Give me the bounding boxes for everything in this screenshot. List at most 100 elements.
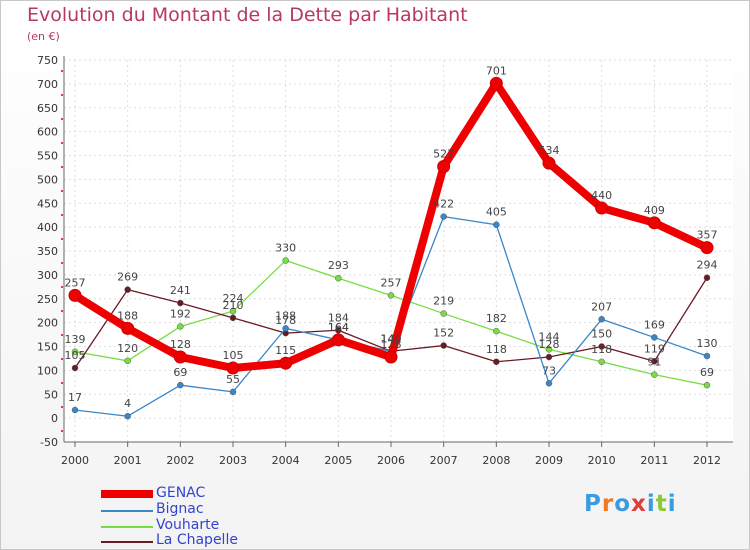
data-point-la-chapelle (124, 286, 131, 293)
y-tick-label: 0 (51, 412, 58, 425)
data-point-vouharte (598, 358, 605, 366)
logo-letter: r (601, 491, 615, 517)
data-point-la-chapelle (598, 343, 605, 350)
axis-edge-mark (61, 70, 63, 72)
data-label-la-chapelle: 150 (591, 328, 612, 341)
legend-swatch-la-chapelle (101, 541, 153, 543)
data-point-genac (331, 333, 345, 347)
data-label-vouharte: 91 (647, 356, 661, 369)
x-tick-label: 2005 (324, 454, 352, 467)
data-label-genac: 409 (644, 204, 665, 217)
y-tick-label: 350 (37, 245, 58, 258)
data-label-vouharte: 192 (170, 307, 191, 320)
data-point-genac (595, 201, 609, 215)
logo-letter: x (631, 491, 647, 517)
data-point-vouharte (440, 310, 447, 317)
data-label-bignac: 4 (124, 397, 131, 410)
data-point-bignac (229, 388, 237, 396)
axis-edge-mark (61, 286, 63, 288)
chart-subtitle: (en €) (27, 30, 60, 43)
data-label-bignac: 69 (173, 366, 187, 379)
data-label-bignac: 164 (328, 321, 349, 334)
data-point-vouharte (651, 371, 658, 378)
data-label-genac: 701 (486, 64, 507, 77)
axis-edge-mark (61, 262, 63, 264)
data-label-vouharte: 144 (539, 330, 560, 343)
data-point-genac (226, 361, 240, 375)
y-tick-label: 600 (37, 126, 58, 139)
data-point-genac (173, 350, 187, 364)
data-point-vouharte (387, 292, 395, 299)
data-point-genac (489, 76, 503, 90)
data-label-genac: 105 (223, 349, 244, 362)
axis-edge-mark (61, 430, 63, 432)
data-label-vouharte: 330 (275, 242, 296, 255)
data-point-vouharte (177, 323, 184, 330)
data-label-la-chapelle: 184 (328, 311, 349, 324)
y-tick-label: 550 (37, 150, 58, 163)
x-tick-label: 2004 (272, 454, 300, 467)
data-point-bignac (124, 412, 131, 420)
y-tick-label: 700 (37, 78, 58, 91)
axis-edge-mark (61, 310, 63, 312)
y-tick-label: 150 (37, 341, 58, 354)
logo-letter: t (655, 491, 668, 517)
data-label-genac: 128 (381, 338, 402, 351)
y-tick-label: 200 (37, 317, 58, 330)
axis-edge-mark (61, 118, 63, 120)
data-point-genac (121, 321, 135, 335)
data-label-genac: 164 (328, 321, 349, 334)
data-label-la-chapelle: 294 (697, 259, 718, 272)
data-label-genac: 527 (433, 147, 454, 160)
y-tick-label: 750 (37, 54, 58, 67)
data-point-bignac (282, 325, 289, 332)
x-tick-label: 2010 (588, 454, 616, 467)
data-label-la-chapelle: 140 (381, 332, 402, 345)
data-label-vouharte: 219 (433, 295, 454, 308)
data-point-genac (384, 350, 398, 364)
proxiti-logo: Proxiti (584, 491, 677, 517)
axis-edge-mark (61, 382, 63, 384)
data-label-la-chapelle: 118 (486, 343, 507, 356)
axis-edge-mark (61, 358, 63, 360)
legend-swatch-genac (101, 490, 153, 498)
data-label-genac: 115 (275, 344, 296, 357)
x-tick-label: 2008 (482, 454, 510, 467)
data-point-genac (437, 159, 451, 173)
data-label-la-chapelle: 210 (223, 299, 244, 312)
data-point-la-chapelle (440, 342, 447, 349)
data-label-genac: 534 (539, 144, 560, 157)
data-point-la-chapelle (229, 314, 237, 322)
y-tick-label: 100 (37, 364, 58, 377)
data-label-genac: 188 (117, 309, 138, 322)
data-label-vouharte: 139 (65, 333, 86, 346)
data-label-la-chapelle: 269 (117, 271, 138, 284)
axis-edge-mark (61, 214, 63, 216)
x-tick-label: 2003 (219, 454, 247, 467)
data-label-genac: 257 (65, 276, 86, 289)
data-point-la-chapelle (493, 358, 500, 366)
logo-letter: P (584, 491, 602, 517)
y-tick-label: 650 (37, 102, 58, 115)
data-point-la-chapelle (651, 358, 658, 365)
data-point-la-chapelle (177, 299, 184, 307)
data-point-genac (542, 156, 556, 170)
data-label-vouharte: 293 (328, 259, 349, 272)
y-tick-label: 300 (37, 269, 58, 282)
axis-edge-mark (61, 190, 63, 192)
y-tick-label: 250 (37, 293, 58, 306)
y-tick-label: 450 (37, 197, 58, 210)
chart-title: Evolution du Montant de la Dette par Hab… (27, 4, 468, 26)
y-tick-label: 50 (44, 388, 58, 401)
x-tick-label: 2007 (430, 454, 458, 467)
data-label-bignac: 405 (486, 206, 507, 219)
axis-edge-mark (61, 94, 63, 96)
x-tick-label: 2001 (114, 454, 142, 467)
data-point-vouharte (282, 257, 289, 264)
data-point-vouharte (124, 357, 131, 365)
axis-edge-mark (61, 238, 63, 240)
data-point-genac (279, 356, 293, 370)
y-tick-label: 400 (37, 221, 58, 234)
